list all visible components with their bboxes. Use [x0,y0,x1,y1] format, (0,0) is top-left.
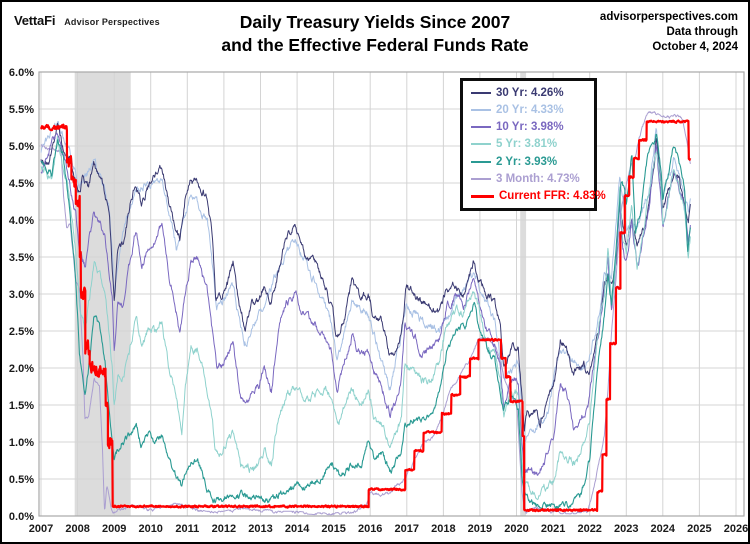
legend-item: Current FFR: 4.83% [471,190,606,202]
x-axis-label: 2012 [212,523,236,535]
x-axis-label: 2017 [395,523,419,535]
y-axis-label: 1.5% [9,400,34,412]
y-axis-label: 4.0% [9,215,34,227]
series-line-30-yr [40,122,691,432]
legend-item: 3 Month: 4.73% [471,173,592,185]
x-axis-label: 2020 [504,523,528,535]
y-axis-label: 3.0% [9,289,34,301]
legend-label: Current FFR: 4.83% [499,190,606,203]
data-through-label: Data through [666,26,738,38]
x-axis-label: 2021 [541,523,565,535]
y-axis-label: 1.0% [9,437,34,449]
legend-swatch [471,143,491,146]
y-axis-label: 5.5% [9,104,34,116]
data-through-date: October 4, 2024 [652,41,738,53]
legend-swatch [471,160,491,163]
legend-label: 30 Yr: 4.26% [496,86,564,99]
legend-item: 30 Yr: 4.26% [471,87,592,99]
plot-border [38,71,745,517]
series-line-2-yr [40,133,691,510]
legend-item: 5 Yr: 3.81% [471,138,592,150]
legend-label: 5 Yr: 3.81% [496,138,558,151]
x-axis-label: 2011 [175,523,199,535]
legend-swatch [471,178,491,181]
x-axis-label: 2013 [248,523,272,535]
legend-label: 3 Month: 4.73% [496,173,580,186]
y-axis-label: 0.0% [9,511,34,523]
x-axis-label: 2009 [102,523,126,535]
legend-swatch [471,126,491,129]
legend-swatch [471,91,491,94]
legend-item: 20 Yr: 4.33% [471,104,592,116]
x-axis-labels: 2007 2008 2009 2010 2011 2012 2013 2014 2015 2016… [29,523,748,535]
legend-label: 10 Yr: 3.98% [496,121,564,134]
y-axis-label: 2.0% [9,363,34,375]
vettafi-logo: VettaFi Advisor Perspectives [14,12,160,30]
series-line-5-yr [40,135,691,501]
legend-label: 20 Yr: 4.33% [496,103,564,116]
y-axis-labels: 0.0% 0.5% 1.0% 1.5% 2.0% 2.5% 3.0% 3.5% 4.0% 4.5%… [9,67,34,523]
x-axis-label: 2008 [65,523,89,535]
y-axis-label: 3.5% [9,252,34,264]
x-axis-label: 2024 [651,523,676,535]
x-axis-label: 2015 [321,523,345,535]
x-axis-label: 2007 [29,523,53,535]
y-axis-label: 4.5% [9,178,34,190]
legend-swatch [471,194,494,198]
x-axis-label: 2023 [614,523,638,535]
chart-legend: 30 Yr: 4.26% 20 Yr: 4.33% 10 Yr: 3.98% 5 Yr… [460,78,606,211]
legend-label: 2 Yr: 3.93% [496,155,558,168]
chart-title-line2: and the Effective Federal Funds Rate [221,35,529,55]
y-axis-label: 0.5% [9,474,34,486]
y-axis-label: 6.0% [9,67,34,79]
grid-lines [39,71,744,516]
x-axis-label: 2010 [138,523,162,535]
x-axis-label: 2026 [724,523,748,535]
chart-title: Daily Treasury Yields Since 2007 and the… [122,11,628,57]
x-axis-label: 2016 [358,523,382,535]
legend-swatch [471,108,491,111]
source-block: advisorperspectives.com Data through Oct… [600,10,738,55]
legend-item: 10 Yr: 3.98% [471,121,592,133]
source-site: advisorperspectives.com [599,11,738,23]
logo-text: VettaFi [14,13,56,28]
series-line-20-yr [40,121,691,442]
legend-item: 2 Yr: 3.93% [471,156,592,168]
x-axis-label: 2025 [687,523,711,535]
x-axis-label: 2014 [285,523,310,535]
y-axis-label: 2.5% [9,326,34,338]
chart-title-line1: Daily Treasury Yields Since 2007 [239,12,511,32]
x-axis-label: 2019 [468,523,492,535]
y-axis-label: 5.0% [9,141,34,153]
x-axis-label: 2018 [431,523,455,535]
x-axis-label: 2022 [577,523,601,535]
logo-subtext: Advisor Perspectives [64,17,160,27]
series-line-10-yr [40,132,691,476]
series-line-current-ffr [39,119,692,513]
